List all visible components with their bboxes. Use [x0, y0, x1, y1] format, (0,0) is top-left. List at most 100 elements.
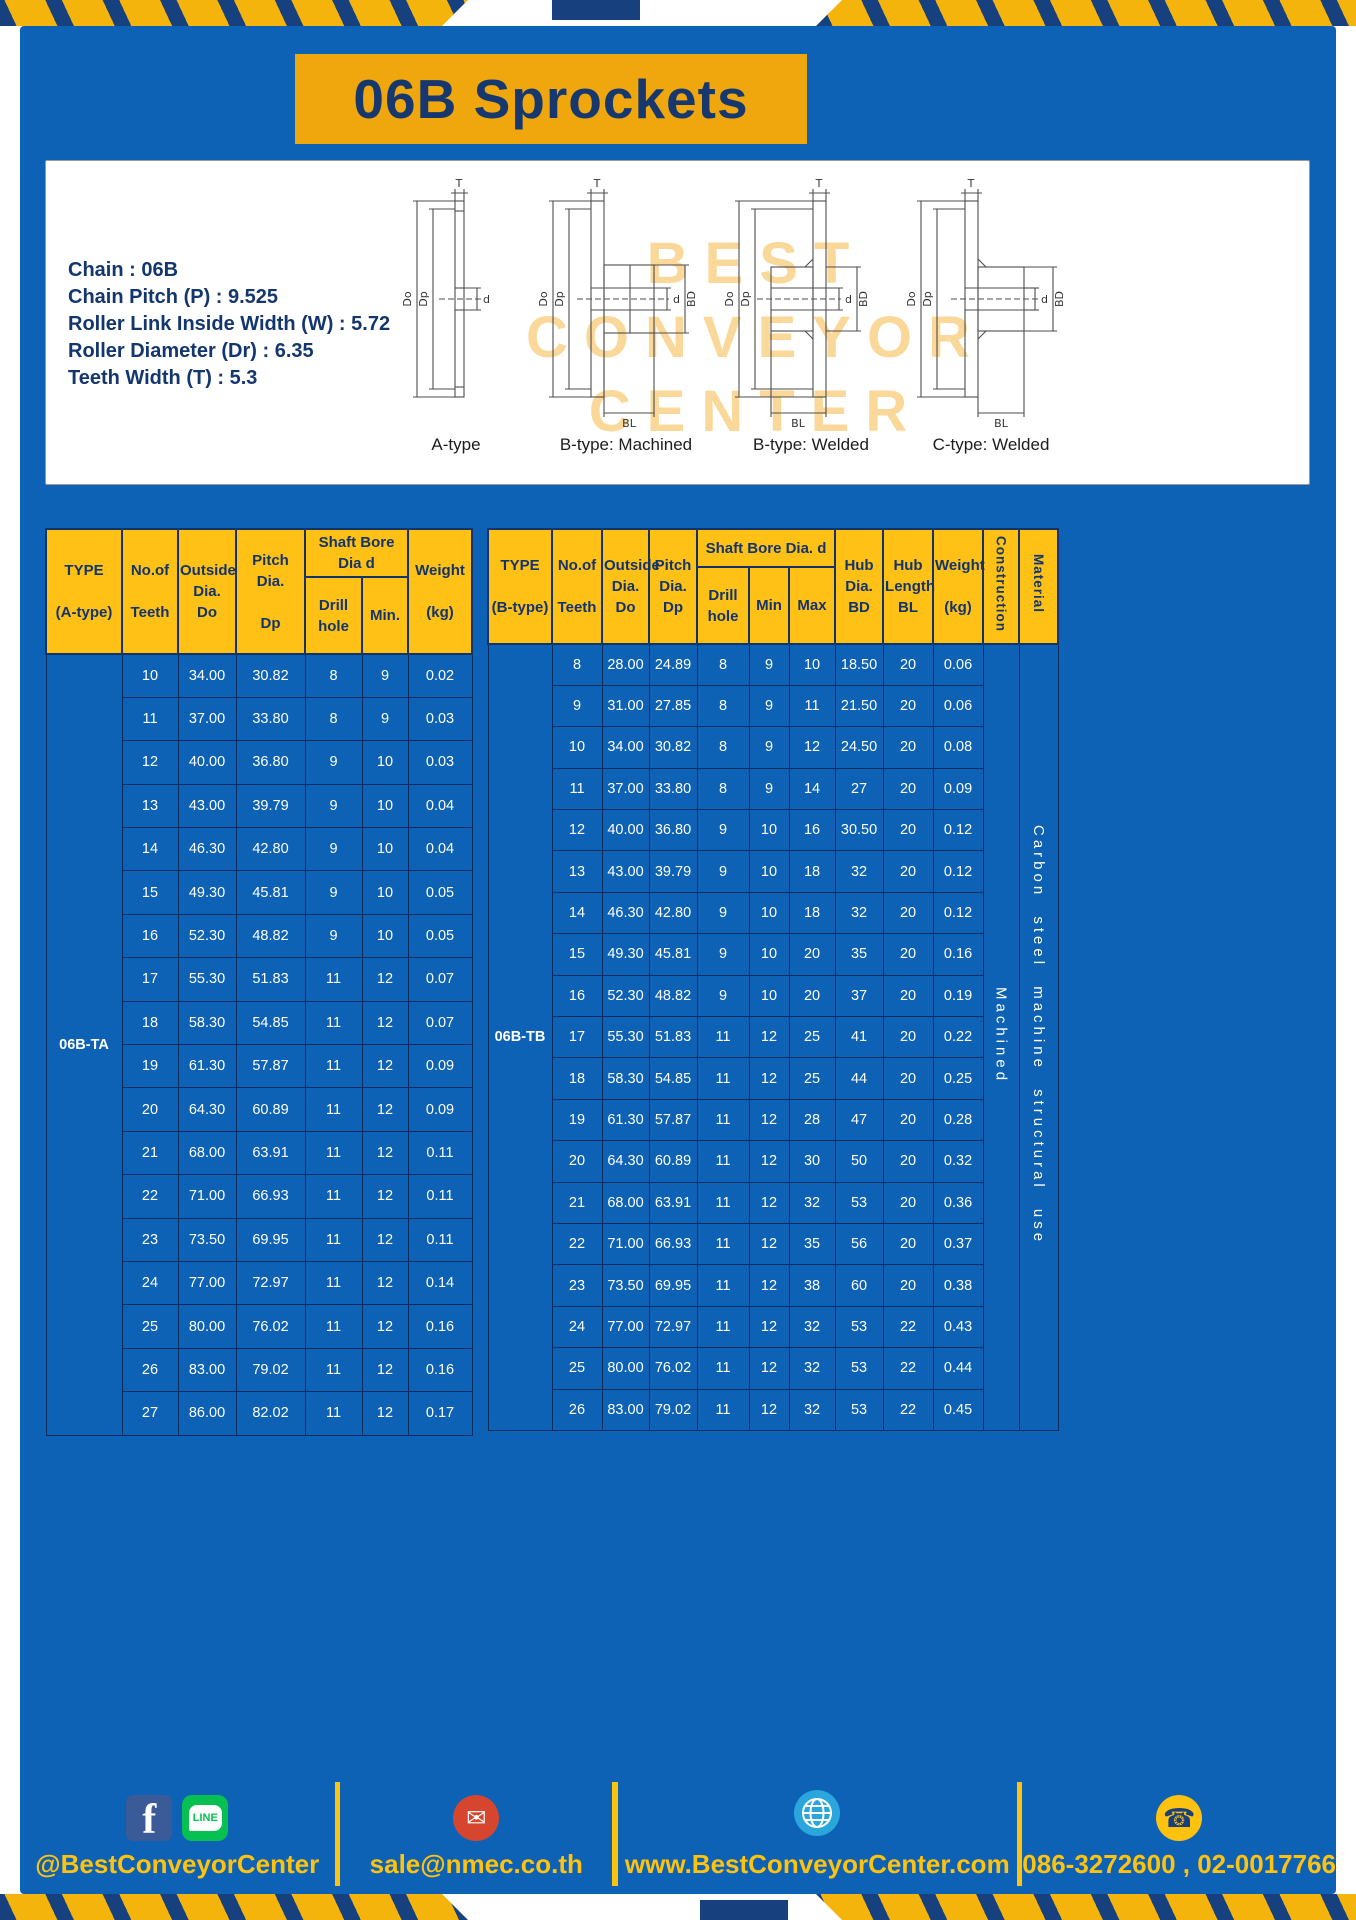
data-cell: 13 [551, 850, 603, 893]
data-cell: 0.09 [407, 1044, 473, 1089]
data-cell: 18 [788, 891, 836, 935]
data-cell: 20 [882, 933, 934, 976]
data-cell: 69.95 [235, 1217, 306, 1262]
data-cell: 30.82 [648, 726, 698, 769]
data-cell: 20 [882, 726, 934, 769]
footer-social-handle[interactable]: @BestConveyorCenter [35, 1849, 320, 1879]
watermark: BEST CONVEYOR CENTER [436, 227, 1076, 449]
data-cell: 12 [361, 1391, 409, 1436]
data-cell: 20 [882, 1264, 934, 1307]
data-cell: 0.05 [407, 913, 473, 959]
data-cell: 11 [696, 1098, 750, 1142]
a-type-table-body: 06B-TA 10 34.00 30.82 8 9 0.02 11 37.00 33.80 8 9 0.… [45, 653, 473, 1436]
table-row: 10 34.00 30.82 8 9 12 24.50 20 0.08 [488, 726, 1058, 769]
material-header-label: Material [1031, 553, 1047, 614]
data-cell: 16 [551, 974, 603, 1018]
data-cell: 17 [551, 1016, 603, 1059]
data-cell: 15 [121, 870, 179, 915]
col-header-type: TYPE (B-type) [487, 528, 553, 645]
data-cell: 40.00 [601, 809, 650, 852]
footer-social-icons: f LINE [126, 1795, 229, 1841]
chain-specs: Chain : 06B Chain Pitch (P) : 9.525 Roll… [68, 257, 390, 392]
table-row: 27 86.00 82.02 11 12 0.17 [46, 1391, 473, 1436]
construction-cell: Machined [982, 643, 1020, 1431]
data-cell: 25 [121, 1304, 179, 1349]
data-cell: 12 [748, 1222, 790, 1266]
data-cell: 0.16 [407, 1347, 473, 1393]
dim-dp-label: Dp [417, 291, 430, 306]
b-type-welded-diagram: T Do Dp d BD BL [723, 177, 870, 430]
dim-do-label: Do [905, 291, 918, 306]
col-header-min: Min [748, 566, 790, 645]
data-cell: 63.91 [235, 1130, 306, 1176]
data-cell: 9 [304, 783, 363, 829]
globe-icon[interactable] [794, 1790, 841, 1841]
table-row: 17 55.30 51.83 11 12 0.07 [46, 957, 473, 1002]
data-cell: 64.30 [177, 1087, 237, 1132]
col-header-weight: Weight (kg) [932, 528, 985, 645]
data-cell: 21.50 [834, 684, 884, 728]
data-cell: 58.30 [177, 1000, 237, 1046]
footer-contact-bar: f LINE @BestConveyorCenter ✉ sale@nmec.c… [20, 1782, 1336, 1886]
col-header-outside-dia: Outside Dia. Do [601, 528, 660, 645]
data-cell: 20 [882, 891, 934, 935]
data-cell: 10 [748, 974, 790, 1018]
facebook-glyph: f [142, 1797, 157, 1841]
data-cell: 33.80 [648, 767, 698, 811]
data-cell: 11 [304, 1304, 363, 1349]
data-cell: 11 [551, 767, 603, 811]
data-cell: 72.97 [235, 1260, 306, 1306]
table-row: 13 43.00 39.79 9 10 0.04 [46, 783, 473, 829]
data-cell: 20 [788, 933, 836, 976]
data-cell: 19 [551, 1098, 603, 1142]
data-cell: 12 [748, 1140, 790, 1183]
footer-email[interactable]: sale@nmec.co.th [369, 1849, 583, 1879]
table-row: 19 61.30 57.87 11 12 28 47 20 0.28 [488, 1098, 1058, 1142]
data-cell: 12 [748, 1098, 790, 1142]
data-cell: 11 [696, 1140, 750, 1183]
data-cell: 12 [361, 1000, 409, 1046]
data-cell: 0.16 [407, 1304, 473, 1349]
data-cell: 24.89 [648, 643, 698, 686]
table-row: 9 31.00 27.85 8 9 11 21.50 20 0.06 [488, 684, 1058, 728]
footer-phones[interactable]: 086-3272600 , 02-0017766 [1022, 1849, 1337, 1879]
data-cell: 36.80 [648, 809, 698, 852]
b-type-table-body: 06B-TB 8 28.00 24.89 8 9 10 18.50 20 0.06 Machined… [487, 643, 1059, 1431]
data-cell: 71.00 [177, 1174, 237, 1219]
table-row: 13 43.00 39.79 9 10 18 32 20 0.12 [488, 850, 1058, 893]
table-row: 16 52.30 48.82 9 10 0.05 [46, 913, 473, 959]
data-cell: 34.00 [601, 726, 650, 769]
data-cell: 31.00 [601, 684, 650, 728]
data-cell: 83.00 [601, 1388, 650, 1431]
data-cell: 69.95 [648, 1264, 698, 1307]
footer-website-segment: www.BestConveyorCenter.com [618, 1782, 1017, 1886]
data-cell: 80.00 [601, 1347, 650, 1390]
data-cell: 32 [834, 850, 884, 893]
phone-glyph: ☎ [1162, 1802, 1196, 1833]
data-cell: 11 [696, 1222, 750, 1266]
col-header-min: Min. [361, 576, 409, 655]
footer-website[interactable]: www.BestConveyorCenter.com [624, 1849, 1010, 1879]
data-cell: 77.00 [601, 1305, 650, 1349]
data-cell: 57.87 [235, 1044, 306, 1089]
data-cell: 0.02 [407, 653, 473, 698]
drawing-b-type-welded: T Do Dp d BD BL B-type: Welded [721, 177, 901, 455]
footer-phone-segment: ☎ 086-3272600 , 02-0017766 [1022, 1782, 1336, 1886]
table-row: 19 61.30 57.87 11 12 0.09 [46, 1044, 473, 1089]
phone-icon[interactable]: ☎ [1156, 1795, 1203, 1841]
data-cell: 86.00 [177, 1391, 237, 1436]
data-cell: 10 [361, 740, 409, 785]
line-icon[interactable]: LINE [182, 1795, 229, 1841]
email-icon[interactable]: ✉ [453, 1795, 500, 1841]
data-cell: 0.07 [407, 1000, 473, 1046]
data-cell: 15 [551, 933, 603, 976]
b-type-spec-table: TYPE (B-type) No.of Teeth Outside Dia. D… [487, 528, 1060, 1431]
table-row: 24 77.00 72.97 11 12 0.14 [46, 1260, 473, 1306]
data-cell: 10 [361, 827, 409, 872]
col-header-material: Material [1018, 528, 1060, 645]
data-cell: 9 [748, 767, 790, 811]
data-cell: 0.14 [407, 1260, 473, 1306]
dim-dp-label: Dp [921, 291, 934, 306]
dim-bl-label: BL [791, 417, 806, 430]
facebook-icon[interactable]: f [126, 1795, 173, 1841]
